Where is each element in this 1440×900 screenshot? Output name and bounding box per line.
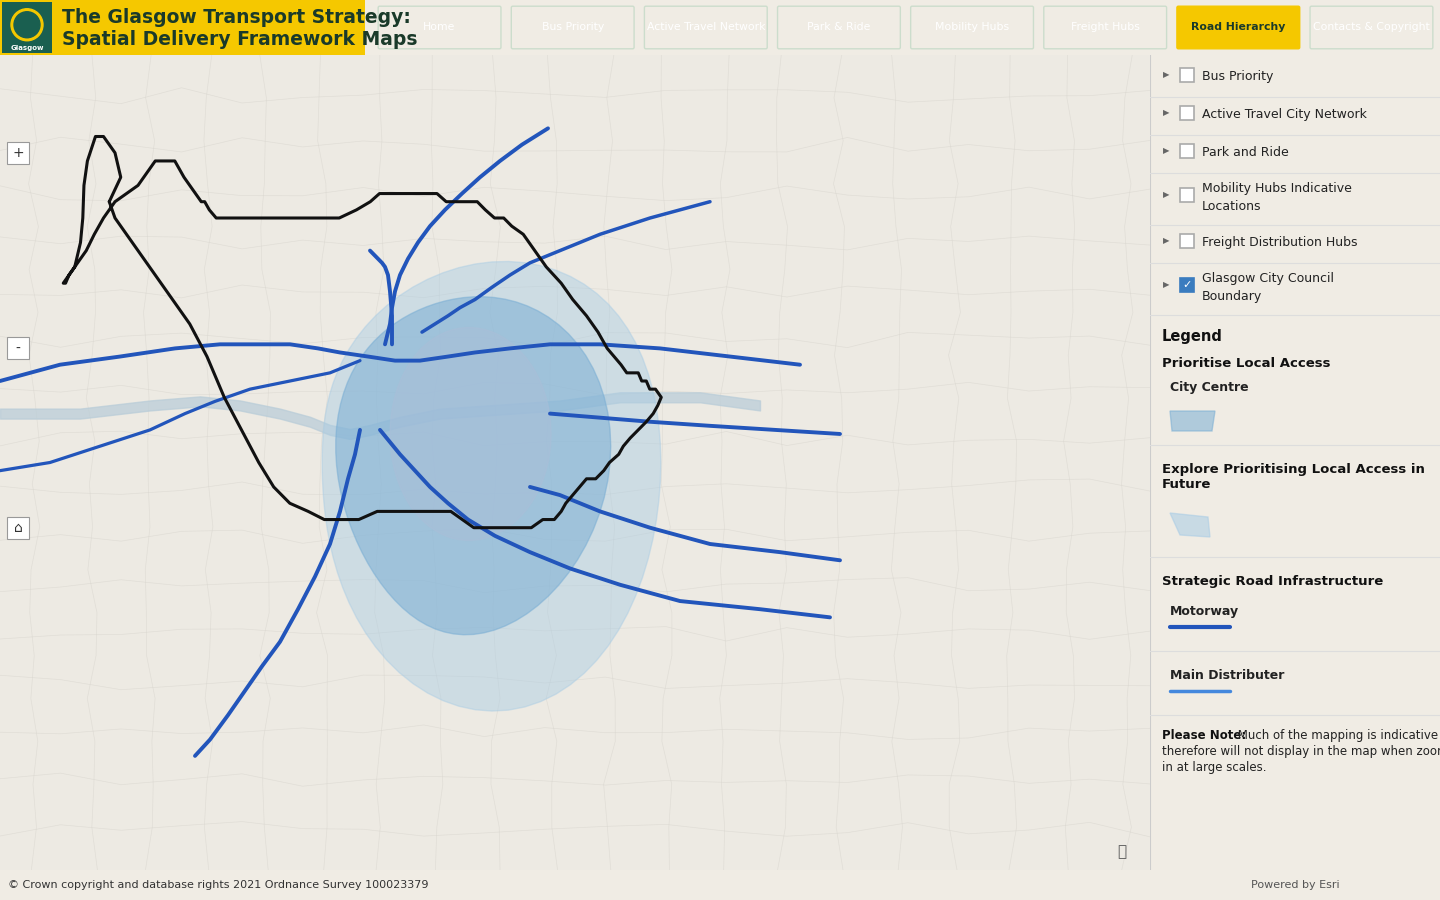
Bar xyxy=(1179,106,1194,120)
Text: ▶: ▶ xyxy=(1162,109,1169,118)
Polygon shape xyxy=(336,297,611,634)
Polygon shape xyxy=(390,328,552,540)
FancyBboxPatch shape xyxy=(1176,6,1300,49)
Text: Legend: Legend xyxy=(1162,329,1223,344)
Text: Freight Hubs: Freight Hubs xyxy=(1071,22,1139,32)
Text: Glasgow: Glasgow xyxy=(10,45,43,51)
Text: Park & Ride: Park & Ride xyxy=(808,22,871,32)
Text: City Centre: City Centre xyxy=(1169,381,1248,394)
Bar xyxy=(1179,144,1194,158)
Text: Freight Distribution Hubs: Freight Distribution Hubs xyxy=(1202,236,1358,248)
Text: Bus Priority: Bus Priority xyxy=(1202,69,1273,83)
Bar xyxy=(1179,188,1194,202)
Circle shape xyxy=(12,9,43,40)
Text: Explore Prioritising Local Access in Future: Explore Prioritising Local Access in Fut… xyxy=(1162,463,1424,491)
Text: in at large scales.: in at large scales. xyxy=(1162,761,1267,774)
Bar xyxy=(1,2,52,53)
Text: Strategic Road Infrastructure: Strategic Road Infrastructure xyxy=(1162,575,1384,588)
Text: Active Travel Network: Active Travel Network xyxy=(647,22,765,32)
Bar xyxy=(1179,68,1194,82)
Bar xyxy=(7,517,29,539)
Bar xyxy=(7,338,29,359)
Text: Home: Home xyxy=(423,22,455,32)
Text: Bus Priority: Bus Priority xyxy=(541,22,603,32)
Text: Mobility Hubs: Mobility Hubs xyxy=(935,22,1009,32)
Bar xyxy=(1179,278,1194,292)
Text: ✓: ✓ xyxy=(1182,280,1192,290)
Text: +: + xyxy=(12,146,24,160)
Text: Contacts & Copyright: Contacts & Copyright xyxy=(1313,22,1430,32)
Text: ▶: ▶ xyxy=(1162,237,1169,246)
Text: ⌂: ⌂ xyxy=(13,521,23,535)
Polygon shape xyxy=(1169,513,1210,537)
Text: ⛶: ⛶ xyxy=(1117,844,1126,860)
Text: Glasgow City Council: Glasgow City Council xyxy=(1202,272,1333,285)
Bar xyxy=(1179,234,1194,248)
Text: ▶: ▶ xyxy=(1162,190,1169,199)
Text: Park and Ride: Park and Ride xyxy=(1202,146,1289,158)
Bar xyxy=(7,142,29,164)
Text: Boundary: Boundary xyxy=(1202,291,1263,303)
Text: Active Travel City Network: Active Travel City Network xyxy=(1202,108,1367,121)
Text: The Glasgow Transport Strategy:: The Glasgow Transport Strategy: xyxy=(62,8,410,27)
Polygon shape xyxy=(1169,411,1215,431)
Text: Spatial Delivery Framework Maps: Spatial Delivery Framework Maps xyxy=(62,30,418,50)
Polygon shape xyxy=(323,262,661,711)
Text: ▶: ▶ xyxy=(1162,70,1169,79)
Text: Main Distributer: Main Distributer xyxy=(1169,669,1284,682)
Text: © Crown copyright and database rights 2021 Ordnance Survey 100023379: © Crown copyright and database rights 20… xyxy=(9,880,429,890)
Text: Much of the mapping is indicative and: Much of the mapping is indicative and xyxy=(1234,729,1440,742)
Circle shape xyxy=(14,12,40,38)
Text: ▶: ▶ xyxy=(1162,280,1169,289)
Text: Motorway: Motorway xyxy=(1169,605,1240,618)
Text: Please Note:: Please Note: xyxy=(1162,729,1246,742)
Bar xyxy=(0,0,364,55)
Text: ▶: ▶ xyxy=(1162,147,1169,156)
Text: Road Hierarchy: Road Hierarchy xyxy=(1191,22,1286,32)
Text: Locations: Locations xyxy=(1202,201,1261,213)
Bar xyxy=(1,43,52,53)
Text: Mobility Hubs Indicative: Mobility Hubs Indicative xyxy=(1202,182,1352,195)
Text: Prioritise Local Access: Prioritise Local Access xyxy=(1162,357,1331,370)
Text: -: - xyxy=(16,341,20,356)
Text: Powered by Esri: Powered by Esri xyxy=(1251,880,1339,890)
Text: therefore will not display in the map when zoomed: therefore will not display in the map wh… xyxy=(1162,745,1440,758)
